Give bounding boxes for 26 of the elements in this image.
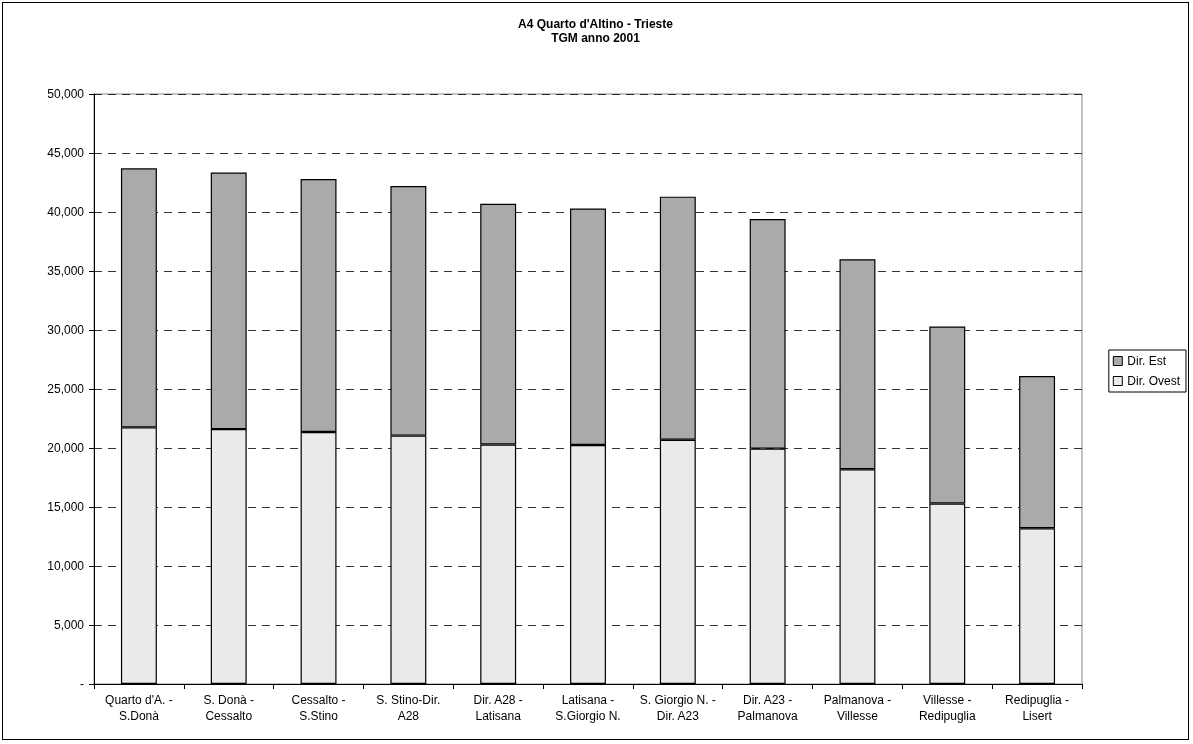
y-tick-label: 35,000 (47, 264, 85, 278)
y-tick-label: 40,000 (47, 205, 85, 219)
legend-label: Dir. Ovest (1127, 374, 1181, 388)
y-tick-label: 20,000 (47, 441, 85, 455)
y-tick-label: 25,000 (47, 382, 85, 396)
y-tick-label: 5,000 (53, 618, 85, 632)
y-tick-label: 10,000 (47, 559, 85, 573)
y-tick-label: 30,000 (47, 323, 85, 337)
x-tick-label: Palmanova - Villesse (823, 693, 892, 723)
x-tick-label: Latisana - S.Giorgio N. (555, 693, 621, 723)
y-tick-label: 15,000 (47, 500, 85, 514)
x-tick-label: Dir. A28 - Latisana (473, 693, 523, 723)
x-tick-label: S. Donà - Cessalto (203, 693, 255, 723)
y-tick-label: - (80, 677, 84, 691)
legend-label: Dir. Est (1127, 354, 1167, 368)
x-tick-label: Villesse - Redipuglia (918, 693, 976, 723)
x-tick-label: Cessalto - S.Stino (291, 693, 346, 723)
y-tick-label: 45,000 (47, 146, 85, 160)
x-tick-label: Redipuglia - Lisert (1005, 693, 1070, 723)
x-tick-label: S. Giorgio N. - Dir. A23 (639, 693, 716, 723)
x-tick-label: Dir. A23 - Palmanova (737, 693, 798, 723)
y-tick-label: 50,000 (47, 87, 85, 101)
x-tick-label: Quarto d'A. - S.Donà (105, 693, 173, 723)
chart-subtitle: TGM anno 2001 (551, 31, 641, 45)
x-tick-label: S. Stino-Dir. A28 (376, 693, 441, 723)
chart-title: A4 Quarto d'Altino - Trieste (518, 17, 674, 31)
